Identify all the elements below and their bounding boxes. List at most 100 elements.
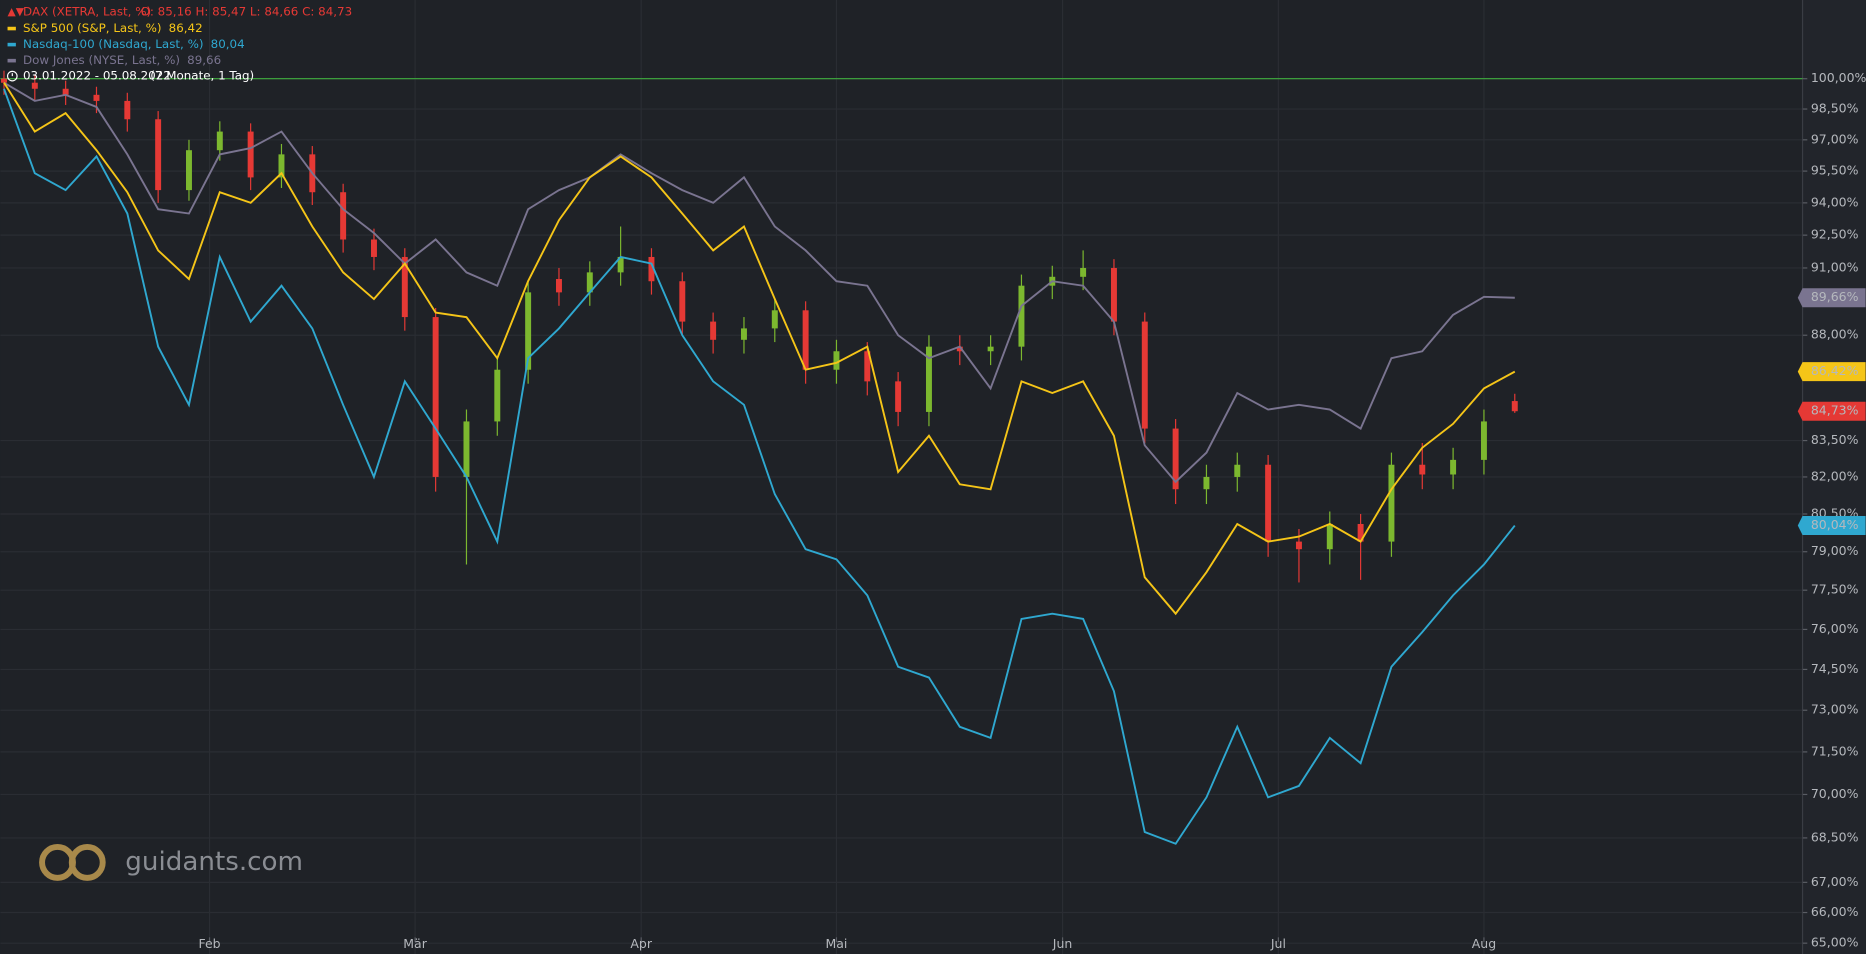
axes: 100,00% 98,50% 97,00% 95,50% 94,00% 92,50% 91,… xyxy=(198,70,1866,951)
date-range: 03.01.2022 - 05.08.2022 xyxy=(23,69,171,83)
watermark: guidants.com xyxy=(39,843,303,881)
candle-body xyxy=(494,369,501,422)
candle-body xyxy=(771,310,778,329)
candle-body xyxy=(432,317,439,477)
candle-body xyxy=(802,310,809,370)
y-tick-label: 100,00% xyxy=(1811,70,1866,85)
candle-body xyxy=(1141,321,1148,429)
candle-body xyxy=(1388,464,1395,542)
candle-body xyxy=(710,321,717,340)
value-badge xyxy=(1797,515,1866,536)
candle-body xyxy=(1265,464,1272,542)
value-badge xyxy=(1797,288,1866,308)
candle-body xyxy=(1110,267,1117,322)
candle-body xyxy=(1326,523,1333,550)
candle-body xyxy=(216,131,223,151)
legend: ▲▼ DAX (XETRA, Last, %) O: 85,16 H: 85,4… xyxy=(6,4,352,83)
candle-body xyxy=(31,82,38,89)
candle-body xyxy=(740,328,747,340)
candle-body xyxy=(1450,459,1457,475)
y-tick-label: 91,00% xyxy=(1811,259,1859,274)
series-line xyxy=(3,88,1516,845)
legend-label: Nasdaq-100 (Nasdaq, Last, %) xyxy=(23,37,204,51)
candle-body xyxy=(1295,541,1302,550)
y-tick-label: 67,00% xyxy=(1811,874,1859,889)
candle-body xyxy=(648,256,655,282)
legend-swatch xyxy=(7,26,16,31)
candle-body xyxy=(925,346,932,412)
value-badge-label: 89,66% xyxy=(1811,289,1859,304)
series-line xyxy=(3,82,1516,616)
y-tick-label: 88,00% xyxy=(1811,327,1859,342)
value-badge xyxy=(1797,401,1866,421)
x-tick-label: Apr xyxy=(630,936,652,951)
y-tick-label: 71,50% xyxy=(1811,743,1859,758)
candle-body xyxy=(247,131,254,178)
y-tick-label: 66,00% xyxy=(1811,904,1859,919)
candle-body xyxy=(186,150,192,191)
x-tick-label: Jun xyxy=(1052,936,1073,951)
y-tick-label: 74,50% xyxy=(1811,661,1859,676)
legend-swatch xyxy=(7,58,16,63)
value-badge-label: 80,04% xyxy=(1811,517,1859,532)
y-tick-label: 76,00% xyxy=(1811,621,1859,636)
legend-label: S&P 500 (S&P, Last, %) xyxy=(23,21,162,35)
y-tick-label: 83,50% xyxy=(1811,432,1859,447)
candle-body xyxy=(62,88,69,95)
x-tick-label: Jul xyxy=(1270,936,1286,951)
candle-body xyxy=(463,421,470,477)
candle-body xyxy=(525,292,532,370)
y-tick-label: 70,00% xyxy=(1811,786,1859,801)
candle-body xyxy=(617,256,624,273)
clock-icon xyxy=(6,70,18,82)
candle-body xyxy=(401,256,408,318)
candle-body xyxy=(278,154,285,178)
candle-body xyxy=(340,192,347,240)
y-tick-label: 92,50% xyxy=(1811,227,1859,242)
period: (7 Monate, 1 Tag) xyxy=(150,69,254,83)
y-tick-label: 95,50% xyxy=(1811,163,1859,178)
x-tick-label: Aug xyxy=(1472,936,1496,951)
candle-body xyxy=(1018,285,1025,347)
candle-body xyxy=(555,279,562,293)
value-badge-label: 84,73% xyxy=(1811,403,1859,418)
legend-icon: ▲▼ xyxy=(8,5,25,18)
candle-body xyxy=(1357,523,1364,542)
watermark-text: guidants.com xyxy=(125,847,303,877)
y-tick-label: 65,00% xyxy=(1811,935,1859,950)
candle-body xyxy=(864,351,871,382)
legend-values: O: 85,16 H: 85,47 L: 84,66 C: 84,73 xyxy=(141,4,352,18)
y-tick-label: 98,50% xyxy=(1811,101,1859,116)
y-tick-label: 79,00% xyxy=(1811,543,1859,558)
y-tick-label: 97,00% xyxy=(1811,131,1859,146)
x-tick-label: Mai xyxy=(826,936,848,951)
candle-body xyxy=(1511,401,1518,412)
candle-body xyxy=(1172,428,1179,490)
candle-body xyxy=(679,281,686,322)
series-line xyxy=(3,81,1515,484)
y-tick-label: 73,00% xyxy=(1811,702,1859,717)
candle-body xyxy=(370,239,377,257)
candle-body xyxy=(833,351,840,370)
y-tick-label: 94,00% xyxy=(1811,194,1859,209)
candle-body xyxy=(155,119,162,191)
candle-body xyxy=(1,78,7,83)
axis-panel xyxy=(1802,0,1866,954)
candle-body xyxy=(987,346,994,352)
x-tick-label: Mär xyxy=(403,936,427,951)
candle-body xyxy=(1203,476,1210,490)
legend-value: 80,04 xyxy=(211,37,245,51)
x-tick-label: Feb xyxy=(198,936,220,951)
candle-body xyxy=(586,272,593,293)
value-badge-label: 86,42% xyxy=(1811,363,1859,378)
candle-body xyxy=(1419,464,1426,475)
value-badge xyxy=(1797,362,1866,382)
grid xyxy=(0,0,1803,954)
legend-label: DAX (XETRA, Last, %) xyxy=(23,4,151,18)
candle-body xyxy=(1234,464,1241,477)
y-tick-label: 82,00% xyxy=(1811,468,1859,483)
logo-ring xyxy=(68,843,106,881)
y-tick-label: 77,50% xyxy=(1811,582,1859,597)
